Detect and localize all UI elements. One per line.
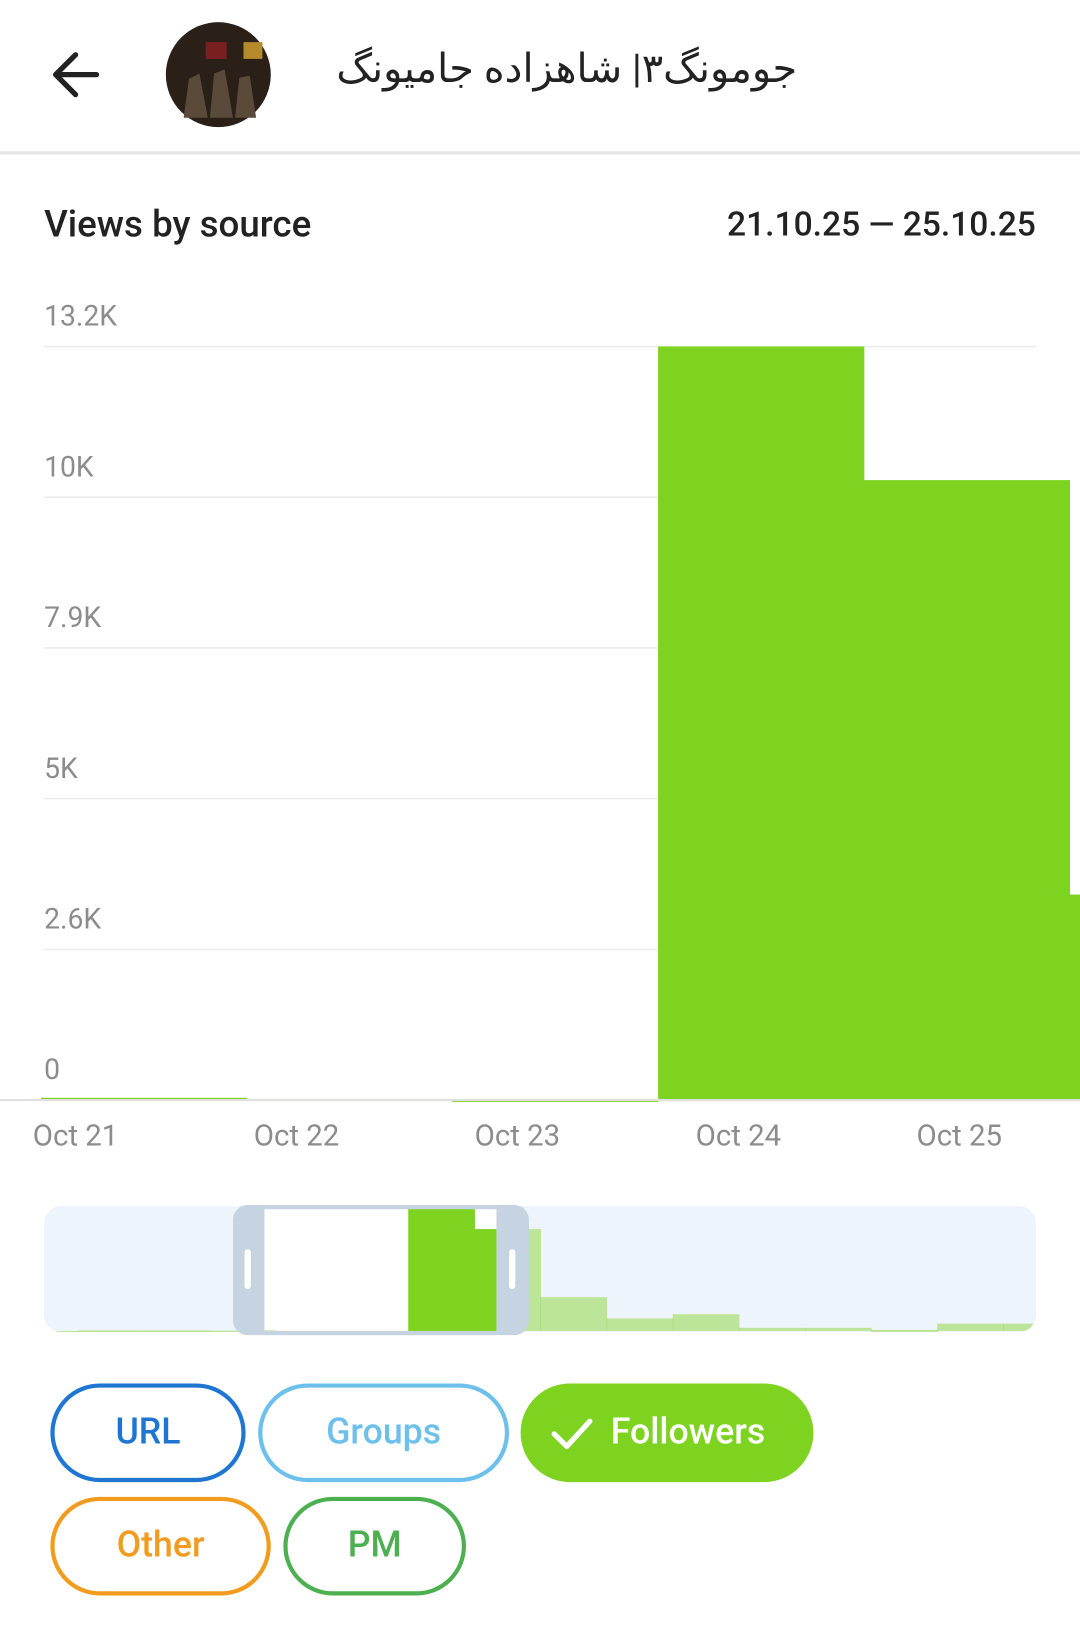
chip-body[interactable] [258, 1383, 510, 1483]
chip-label[interactable]: Groups [326, 1410, 441, 1452]
y-tick-label: 5K [44, 752, 78, 785]
filter-chip[interactable]: Other [50, 1496, 271, 1596]
filter-chip[interactable]: URL [50, 1383, 246, 1483]
bar [77, 1330, 145, 1333]
avatar-figures [183, 69, 257, 118]
bar [1003, 1323, 1036, 1331]
x-tick-label: Oct 25 [917, 1120, 1003, 1154]
source-filters: URL Groups Followers Other PM [50, 1383, 814, 1596]
bar [658, 346, 865, 1101]
avatar-flag [205, 42, 227, 59]
filter-chip[interactable]: PM [283, 1496, 467, 1596]
chip-body[interactable] [520, 1383, 814, 1483]
navigator[interactable] [12, 1205, 1070, 1336]
x-tick-label: Oct 22 [254, 1120, 340, 1154]
handle-grip [244, 1249, 251, 1290]
bar [871, 1329, 938, 1333]
x-tick-label: Oct 21 [33, 1120, 119, 1154]
avatar-flag [243, 42, 263, 59]
handle-grip [509, 1249, 516, 1290]
bar [805, 1327, 872, 1331]
navigator-frame [264, 1205, 497, 1210]
bar [474, 1229, 497, 1331]
header-divider [0, 151, 1080, 155]
back-arrow[interactable] [53, 52, 100, 98]
back-button[interactable] [53, 52, 100, 98]
bar [44, 1330, 79, 1333]
bar [606, 1318, 674, 1331]
chip-label[interactable]: Followers [611, 1410, 766, 1452]
bar [408, 1207, 475, 1331]
navigator-window-bars [264, 1207, 497, 1333]
bar [937, 1323, 1004, 1331]
x-axis-labels: Oct 21 Oct 22 Oct 23 Oct 24 Oct 25 [33, 1120, 1002, 1154]
chart-title: Views by source [44, 203, 311, 246]
bar [540, 1297, 608, 1331]
filter-chip[interactable]: Groups [258, 1383, 510, 1483]
date-range: 21.10.25 — 25.10.25 [727, 206, 1036, 245]
chip-body[interactable] [283, 1496, 467, 1596]
chip-label[interactable]: URL [115, 1410, 180, 1452]
bar [863, 480, 1071, 1101]
chip-label[interactable]: PM [348, 1524, 402, 1566]
chip-label[interactable]: Other [117, 1524, 205, 1566]
chip-body[interactable] [50, 1496, 271, 1596]
y-tick-label: 7.9K [44, 601, 101, 634]
bar [738, 1327, 806, 1331]
bar [672, 1314, 740, 1331]
channel-title: جومونگ۳| شاهزاده جامیونگ [336, 45, 797, 92]
avatar[interactable] [165, 22, 271, 128]
bar [143, 1330, 211, 1333]
bar [1069, 894, 1080, 1101]
plot [40, 346, 1080, 1103]
x-tick-label: Oct 23 [475, 1120, 561, 1154]
y-tick-label: 13.2K [44, 300, 117, 333]
check-icon [551, 1418, 593, 1450]
navigator-frame [264, 1330, 497, 1336]
bar [40, 1097, 248, 1101]
y-tick-label: 2.6K [44, 903, 101, 936]
x-tick-label: Oct 24 [696, 1120, 782, 1154]
filter-chip[interactable]: Followers [520, 1383, 814, 1483]
y-tick-label: 0 [44, 1053, 60, 1086]
y-tick-label: 10K [44, 450, 94, 483]
chip-body[interactable] [50, 1383, 246, 1483]
